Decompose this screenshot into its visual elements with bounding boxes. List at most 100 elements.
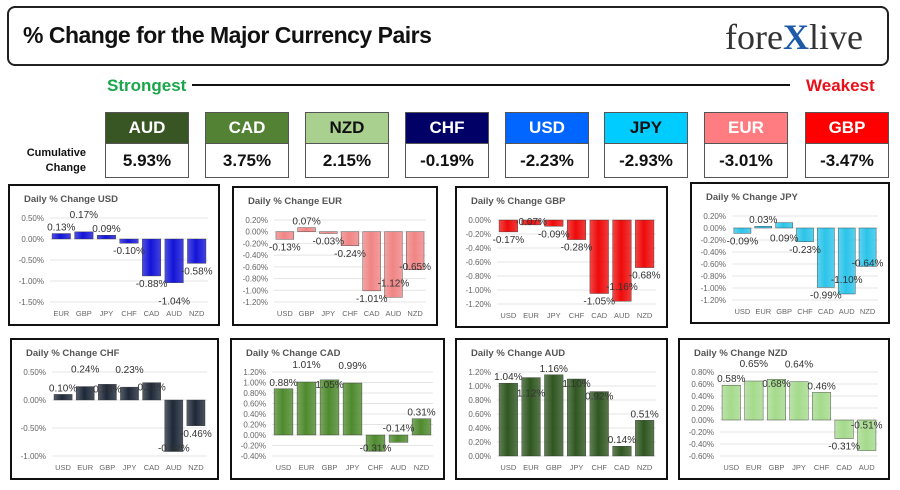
chart-svg: Daily % Change NZD 0.80% 0.60% 0.40% 0.20% 0.…: [689, 348, 883, 472]
bar-aud: [388, 434, 409, 443]
y-tick-label: 0.80%: [468, 396, 491, 405]
y-tick-label: 0.00%: [245, 228, 268, 237]
x-tick-label: CHF: [368, 463, 384, 472]
y-tick-label: -1.00%: [21, 452, 46, 461]
bar-jpy: [96, 235, 116, 240]
y-tick-label: 0.60%: [243, 400, 266, 409]
bar-eur: [744, 380, 764, 421]
x-tick-label: NZD: [414, 463, 430, 472]
bar-aud: [857, 419, 877, 451]
y-tick-label: 1.00%: [243, 379, 266, 388]
data-label: -1.12%: [378, 278, 410, 289]
data-label: -0.09%: [538, 229, 570, 240]
y-tick-label: -0.20%: [466, 230, 491, 239]
cumulative-value: 2.15%: [305, 144, 389, 178]
bar-eur: [521, 219, 541, 226]
data-label: 0.07%: [292, 217, 320, 228]
x-tick-label: CHF: [342, 309, 358, 318]
bar-chf: [566, 219, 587, 240]
y-tick-label: 0.00%: [468, 216, 491, 225]
cumulative-value: -3.47%: [805, 144, 889, 178]
bar-chf: [119, 238, 139, 244]
y-tick-label: 0.50%: [23, 368, 46, 377]
bar-cad: [834, 419, 854, 439]
forexlive-logo: foreXlive: [725, 17, 863, 57]
y-tick-label: -0.40%: [243, 251, 268, 260]
data-label: -0.13%: [269, 242, 301, 253]
data-label: -0.14%: [383, 423, 415, 434]
bar-eur: [754, 226, 773, 229]
bar-eur: [521, 377, 541, 457]
page-title: % Change for the Major Currency Pairs: [23, 22, 432, 48]
data-label: 0.13%: [47, 223, 75, 234]
y-tick-label: 0.00%: [468, 452, 491, 461]
data-label: -0.92%: [158, 444, 190, 455]
bar-gbp: [319, 379, 340, 436]
bar-aud: [384, 231, 403, 298]
y-tick-label: -1.00%: [243, 286, 268, 295]
x-tick-label: AUD: [391, 463, 407, 472]
chart-eur: Daily % Change EUR 0.20% 0.00% -0.20% -0.40%…: [232, 186, 438, 326]
data-label: 0.17%: [70, 210, 98, 221]
x-tick-label: CAD: [614, 463, 630, 472]
chart-svg: Daily % Change GBP 0.00% -0.20% -0.40% -0.60…: [466, 196, 661, 320]
data-label: -1.04%: [158, 297, 190, 308]
data-label: -0.46%: [180, 429, 212, 440]
data-label: -0.58%: [181, 266, 213, 277]
x-tick-label: NZD: [860, 307, 876, 316]
data-label: -0.17%: [493, 235, 525, 246]
data-label: -0.24%: [334, 249, 366, 260]
x-tick-label: EUR: [53, 309, 69, 318]
y-tick-label: -0.60%: [466, 258, 491, 267]
bar-nzd: [187, 238, 207, 264]
data-label: 0.68%: [762, 379, 790, 390]
chart-jpy: Daily % Change JPY 0.20% 0.00% -0.20% -0.40%…: [690, 182, 890, 324]
chart-title: Daily % Change USD: [24, 194, 118, 205]
x-tick-label: CHF: [569, 311, 585, 320]
currency-label: EUR: [704, 112, 788, 144]
bar-nzd: [858, 227, 877, 267]
x-tick-label: USD: [55, 463, 71, 472]
chart-cad: Daily % Change CAD 1.20% 1.00% 0.80% 0.60% 0.…: [230, 338, 445, 480]
y-tick-label: -0.20%: [241, 442, 266, 451]
y-tick-label: 0.40%: [468, 424, 491, 433]
chart-title: Daily % Change GBP: [471, 196, 566, 207]
bar-jpy: [120, 386, 139, 401]
y-tick-label: -1.20%: [701, 296, 726, 305]
x-tick-label: AUD: [166, 463, 182, 472]
data-label: -1.10%: [831, 275, 863, 286]
data-label: 0.10%: [49, 383, 77, 394]
bar-cad: [142, 382, 161, 401]
x-tick-label: CAD: [144, 463, 160, 472]
bar-nzd: [635, 420, 655, 457]
x-tick-label: GBP: [299, 309, 315, 318]
y-tick-label: -0.20%: [243, 239, 268, 248]
y-tick-label: 0.40%: [243, 410, 266, 419]
bar-chf: [340, 231, 360, 246]
chart-svg: Daily % Change CAD1.20%1.00%0.80%0.60%0.…: [241, 348, 436, 472]
chart-gbp: Daily % Change GBP 0.00% -0.20% -0.40% -0.60…: [455, 186, 668, 328]
data-label: -0.03%: [312, 236, 344, 247]
bar-gbp: [297, 227, 316, 232]
y-tick-label: 0.80%: [691, 368, 714, 377]
data-label: -0.09%: [727, 236, 759, 247]
ranking-box-aud: AUD 5.93%: [105, 112, 189, 178]
x-tick-label: JPY: [547, 311, 561, 320]
x-tick-label: GBP: [322, 463, 338, 472]
data-label: -0.64%: [852, 258, 884, 269]
data-label: 0.65%: [740, 359, 768, 370]
y-tick-label: 0.20%: [245, 216, 268, 225]
x-tick-label: USD: [277, 309, 293, 318]
ranking-box-eur: EUR -3.01%: [704, 112, 788, 178]
data-label: 0.92%: [585, 392, 613, 403]
ranking-box-usd: USD -2.23%: [505, 112, 589, 178]
cumulative-value: 3.75%: [205, 144, 289, 178]
cumulative-value: 5.93%: [105, 144, 189, 178]
bar-jpy: [789, 381, 809, 421]
data-label: -1.16%: [606, 282, 638, 293]
ranking-box-cad: CAD 3.75%: [205, 112, 289, 178]
bar-usd: [275, 231, 294, 240]
x-tick-label: EUR: [523, 311, 539, 320]
data-label: 0.24%: [71, 365, 99, 376]
y-tick-label: 0.00%: [703, 224, 726, 233]
